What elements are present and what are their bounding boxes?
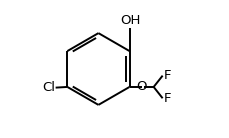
Text: F: F: [163, 69, 170, 82]
Text: OH: OH: [120, 14, 140, 27]
Text: Cl: Cl: [42, 81, 55, 94]
Text: F: F: [163, 92, 170, 105]
Text: O: O: [136, 80, 147, 93]
